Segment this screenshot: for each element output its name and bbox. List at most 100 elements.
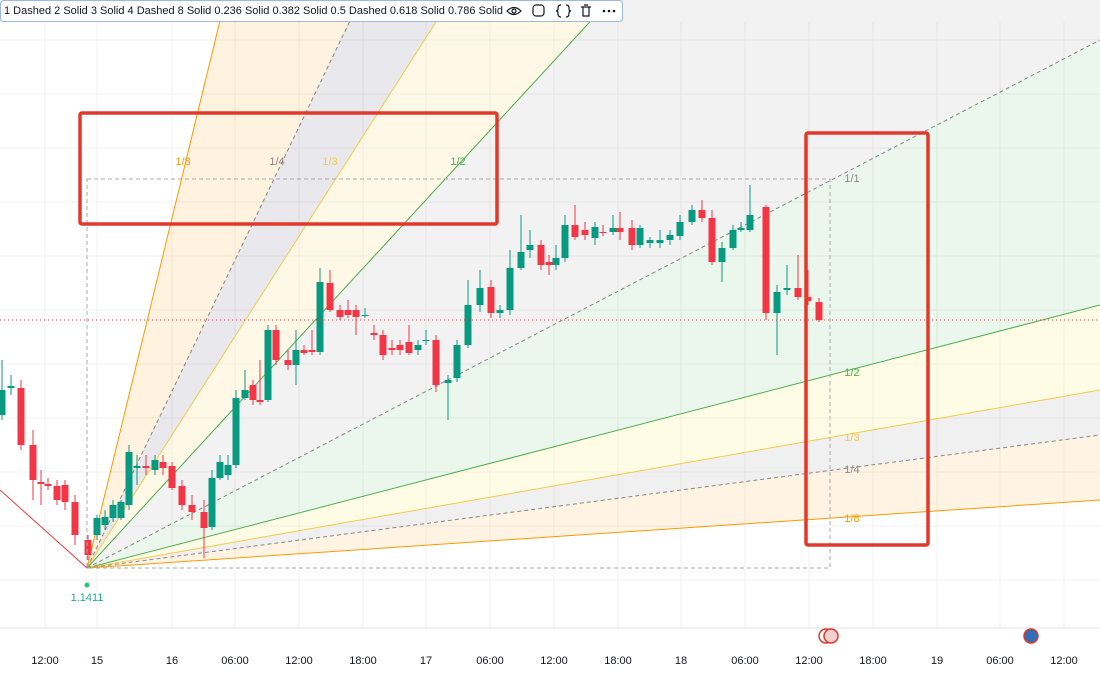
drawing-toolbar xyxy=(0,0,623,22)
candle-body xyxy=(300,350,308,353)
fan-line xyxy=(86,499,1100,569)
candle-body xyxy=(432,340,440,385)
visibility-icon[interactable] xyxy=(506,6,522,16)
candle-body xyxy=(405,342,413,353)
x-tick-label: 18:00 xyxy=(604,655,632,667)
candle-body xyxy=(506,268,514,310)
candle-body xyxy=(352,310,360,317)
candle-body xyxy=(718,248,726,262)
toolbar-settings[interactable]: 1 Dashed 2 Solid 3 Solid 4 Dashed 8 Soli… xyxy=(4,5,503,17)
toolbar-icons xyxy=(506,4,591,18)
candle-body xyxy=(444,380,452,383)
more-icon[interactable] xyxy=(602,9,616,13)
x-tick-label: 17 xyxy=(420,655,432,667)
candle-body xyxy=(537,245,545,265)
candle-body xyxy=(388,348,396,350)
candle-body xyxy=(414,345,422,350)
fan-label: 1/4 xyxy=(269,156,284,168)
delete-icon[interactable] xyxy=(581,4,591,17)
x-tick-label: 06:00 xyxy=(476,655,504,667)
fan-zone xyxy=(87,0,1100,568)
candle-body xyxy=(552,258,560,265)
anchor-point xyxy=(84,582,90,588)
candle-body xyxy=(0,390,6,415)
candle-body xyxy=(159,462,167,468)
candle-body xyxy=(101,517,109,525)
grid xyxy=(0,22,1100,628)
candle-body xyxy=(178,486,186,505)
candle-body xyxy=(616,228,624,232)
x-tick-label: 06:00 xyxy=(731,655,759,667)
event-icon[interactable] xyxy=(823,628,839,644)
candle-body xyxy=(292,350,300,365)
candle-body xyxy=(84,540,92,555)
candle-body xyxy=(326,283,334,310)
event-icon[interactable] xyxy=(1023,628,1039,644)
candle-body xyxy=(344,310,352,315)
trend-line xyxy=(0,489,88,569)
candle-body xyxy=(464,305,472,345)
candle-body xyxy=(264,330,272,400)
x-tick-label: 16 xyxy=(166,655,178,667)
fan-label: 1/8 xyxy=(175,156,190,168)
x-tick-label: 15 xyxy=(91,655,103,667)
candle-body xyxy=(737,228,745,230)
x-tick-label: 12:00 xyxy=(1050,655,1078,667)
candle-body xyxy=(656,240,664,243)
x-tick-label: 06:00 xyxy=(221,655,249,667)
price-label: 1.1411 xyxy=(71,592,104,604)
candle-body xyxy=(272,330,280,360)
candle-body xyxy=(168,466,176,488)
candle-body xyxy=(151,460,159,470)
fan-label: 1/3 xyxy=(322,156,337,168)
candle-body xyxy=(571,225,579,237)
candle-body xyxy=(815,302,823,320)
candle-body xyxy=(336,310,344,317)
candle-body xyxy=(61,485,69,502)
fan-line xyxy=(86,39,1100,569)
x-tick-label: 18:00 xyxy=(349,655,377,667)
candle-body xyxy=(545,262,553,265)
candles xyxy=(0,185,823,560)
fan-label: 1/2 xyxy=(450,156,465,168)
candle-body xyxy=(666,235,674,240)
highlight-box xyxy=(804,131,930,547)
candle-body xyxy=(676,222,684,236)
candle-body xyxy=(53,486,61,500)
more-dot xyxy=(602,9,606,13)
candle-body xyxy=(396,345,404,350)
candle-body xyxy=(93,518,101,535)
candle-body xyxy=(200,512,208,528)
settings-icon[interactable] xyxy=(532,4,545,17)
candle-body xyxy=(17,388,25,445)
candle-body xyxy=(476,288,484,305)
candle-body xyxy=(44,484,52,486)
candle-body xyxy=(628,228,636,245)
fan-label: 1/4 xyxy=(844,464,859,476)
candle-body xyxy=(249,385,257,400)
candle-body xyxy=(708,218,716,262)
more-dot xyxy=(612,9,616,13)
candle-body xyxy=(496,310,504,313)
x-tick-label: 12:00 xyxy=(540,655,568,667)
candle-body xyxy=(526,245,534,250)
fan-line xyxy=(86,304,1100,569)
candle-body xyxy=(133,466,141,468)
candle-body xyxy=(636,228,644,245)
fan-box xyxy=(86,178,831,569)
candle-body xyxy=(561,225,569,258)
candle-body xyxy=(117,502,125,518)
candle-body xyxy=(71,502,79,535)
candle-body xyxy=(379,335,387,355)
x-tick-label: 18:00 xyxy=(859,655,887,667)
x-tick-label: 18 xyxy=(675,655,687,667)
candle-body xyxy=(37,482,45,484)
candle-body xyxy=(125,452,133,505)
candle-body xyxy=(256,400,264,402)
fan-labels: 1/8 1/4 1/3 1/2 1/1 1/2 1/3 1/4 1/8 xyxy=(175,156,859,525)
code-icon[interactable] xyxy=(555,4,572,18)
candle-body xyxy=(284,360,292,365)
fan-line xyxy=(86,0,226,569)
x-tick-label: 06:00 xyxy=(986,655,1014,667)
candle-body xyxy=(188,505,196,512)
